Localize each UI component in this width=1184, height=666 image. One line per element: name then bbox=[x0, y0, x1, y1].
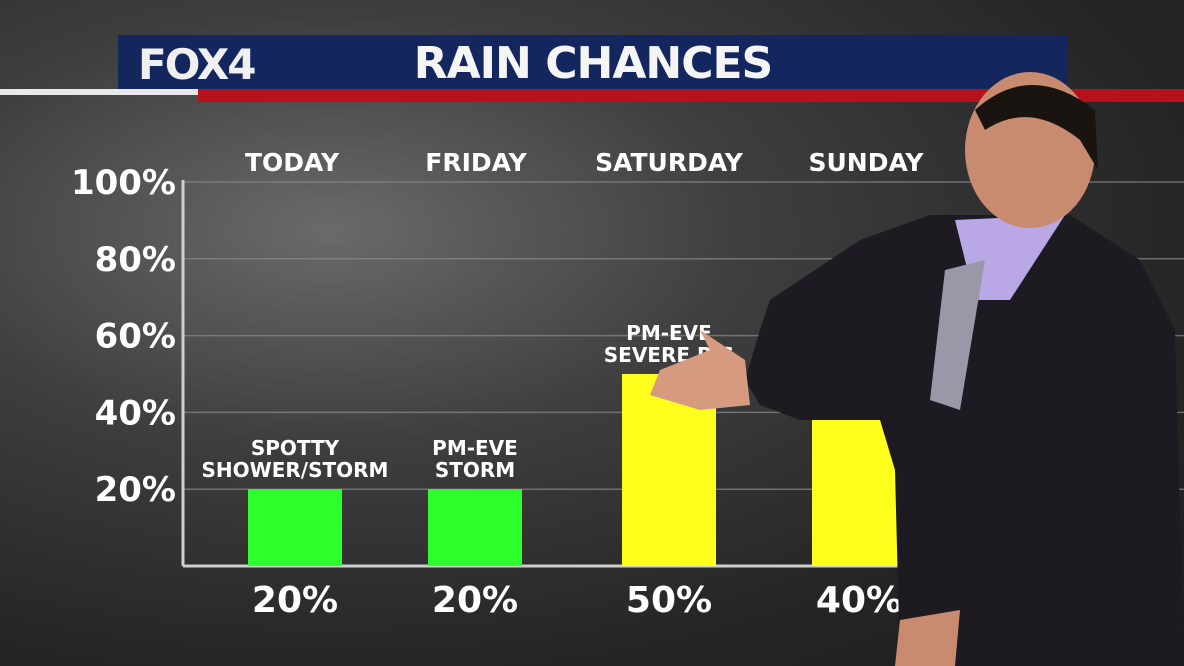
presenter-hand bbox=[650, 330, 750, 410]
value-label: 40% bbox=[816, 580, 902, 621]
y-tick-label: 100% bbox=[71, 163, 176, 203]
presenter-tie bbox=[930, 260, 985, 410]
value-label: 50% bbox=[626, 580, 712, 621]
bar-today bbox=[248, 489, 342, 566]
y-tick-label: 80% bbox=[95, 240, 176, 280]
presenter-hair bbox=[975, 85, 1098, 170]
bar-friday bbox=[428, 489, 522, 566]
banner-white-stripe bbox=[0, 89, 198, 95]
fox4-logo: FOX4 bbox=[138, 40, 257, 89]
day-label: SATURDAY bbox=[595, 148, 744, 177]
value-label: 20% bbox=[252, 580, 338, 621]
bar-annotation: SPOTTY bbox=[251, 436, 340, 460]
bar-annotation: SHOWER/STORM bbox=[202, 458, 389, 482]
y-tick-label: 40% bbox=[95, 393, 176, 433]
title-banner bbox=[118, 35, 1068, 89]
presenter-lower-hand bbox=[895, 610, 960, 666]
day-label: TODAY bbox=[245, 148, 340, 177]
value-label: 20% bbox=[432, 580, 518, 621]
day-label: FRIDAY bbox=[425, 148, 527, 177]
presenter-shirt bbox=[955, 215, 1065, 300]
day-label: SUNDAY bbox=[808, 148, 924, 177]
presenter-figure bbox=[650, 72, 1184, 666]
bar-annotation: STORM bbox=[435, 458, 515, 482]
bar-annotation: PM-EVE bbox=[626, 321, 712, 345]
banner-red-stripe bbox=[198, 89, 1184, 102]
chart-title: RAIN CHANCES bbox=[413, 38, 773, 89]
bar-annotation: PM-EVE bbox=[432, 436, 518, 460]
y-tick-label: 60% bbox=[95, 317, 176, 357]
y-tick-label: 20% bbox=[95, 470, 176, 510]
presenter-suit bbox=[745, 215, 1184, 666]
